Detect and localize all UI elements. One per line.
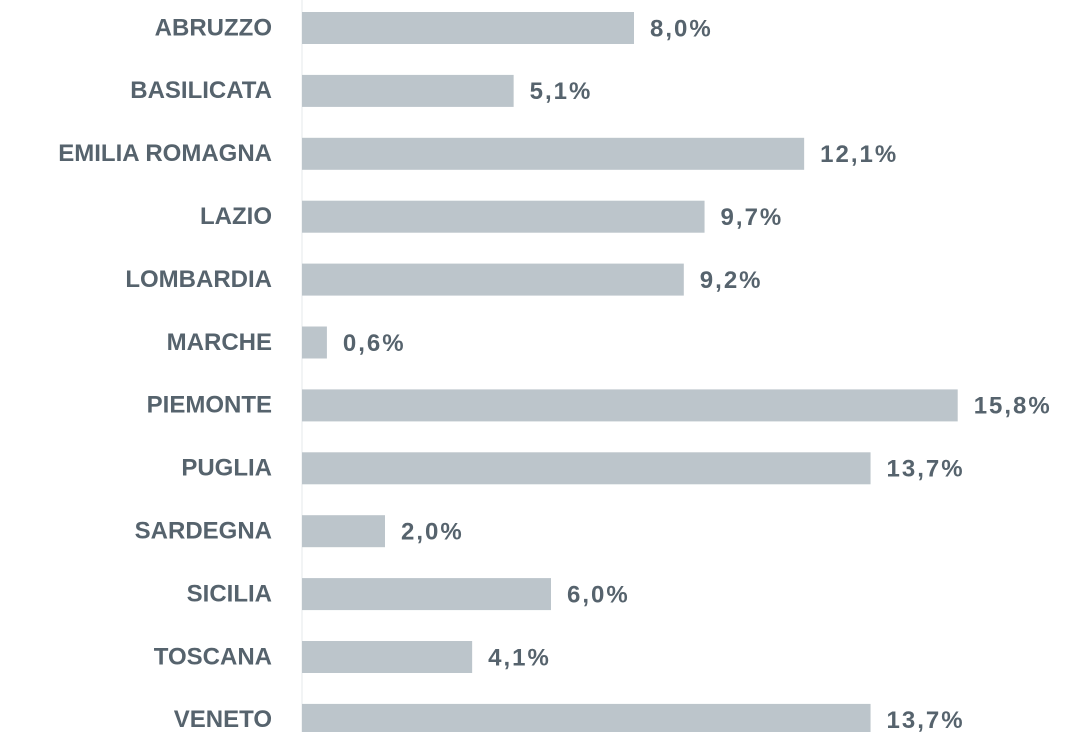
bar: [302, 200, 705, 233]
value-label: 12,1%: [820, 141, 898, 168]
value-label: 9,7%: [721, 204, 784, 231]
category-label: LAZIO: [200, 203, 272, 230]
value-label: 0,6%: [343, 330, 406, 357]
value-label: 4,1%: [488, 644, 551, 671]
bar: [302, 641, 473, 673]
value-label: 15,8%: [974, 393, 1052, 420]
category-label: MARCHE: [167, 329, 272, 356]
bar: [302, 326, 327, 359]
value-label: 9,2%: [700, 267, 763, 294]
value-label: 13,7%: [887, 456, 965, 483]
category-label: BASILICATA: [130, 77, 272, 104]
bar: [302, 263, 684, 296]
category-label: SICILIA: [187, 580, 272, 607]
bar: [302, 703, 871, 732]
category-label: VENETO: [174, 706, 272, 732]
value-label: 13,7%: [887, 707, 965, 732]
category-label: SARDEGNA: [135, 518, 272, 545]
bar: [302, 12, 634, 44]
bar: [302, 515, 385, 548]
value-label: 8,0%: [650, 15, 713, 42]
bar: [302, 389, 958, 422]
category-label: ABRUZZO: [155, 14, 272, 41]
category-label: LOMBARDIA: [125, 266, 272, 293]
category-label: TOSCANA: [154, 643, 272, 670]
bar: [302, 74, 514, 107]
value-label: 5,1%: [530, 78, 593, 105]
bar: [302, 137, 805, 170]
value-label: 2,0%: [401, 519, 464, 546]
category-label: EMILIA ROMAGNA: [58, 140, 272, 167]
category-label: PUGLIA: [181, 455, 272, 482]
bar: [302, 578, 551, 611]
value-label: 6,0%: [567, 581, 630, 608]
category-label: PIEMONTE: [147, 392, 272, 419]
bar: [302, 452, 871, 485]
